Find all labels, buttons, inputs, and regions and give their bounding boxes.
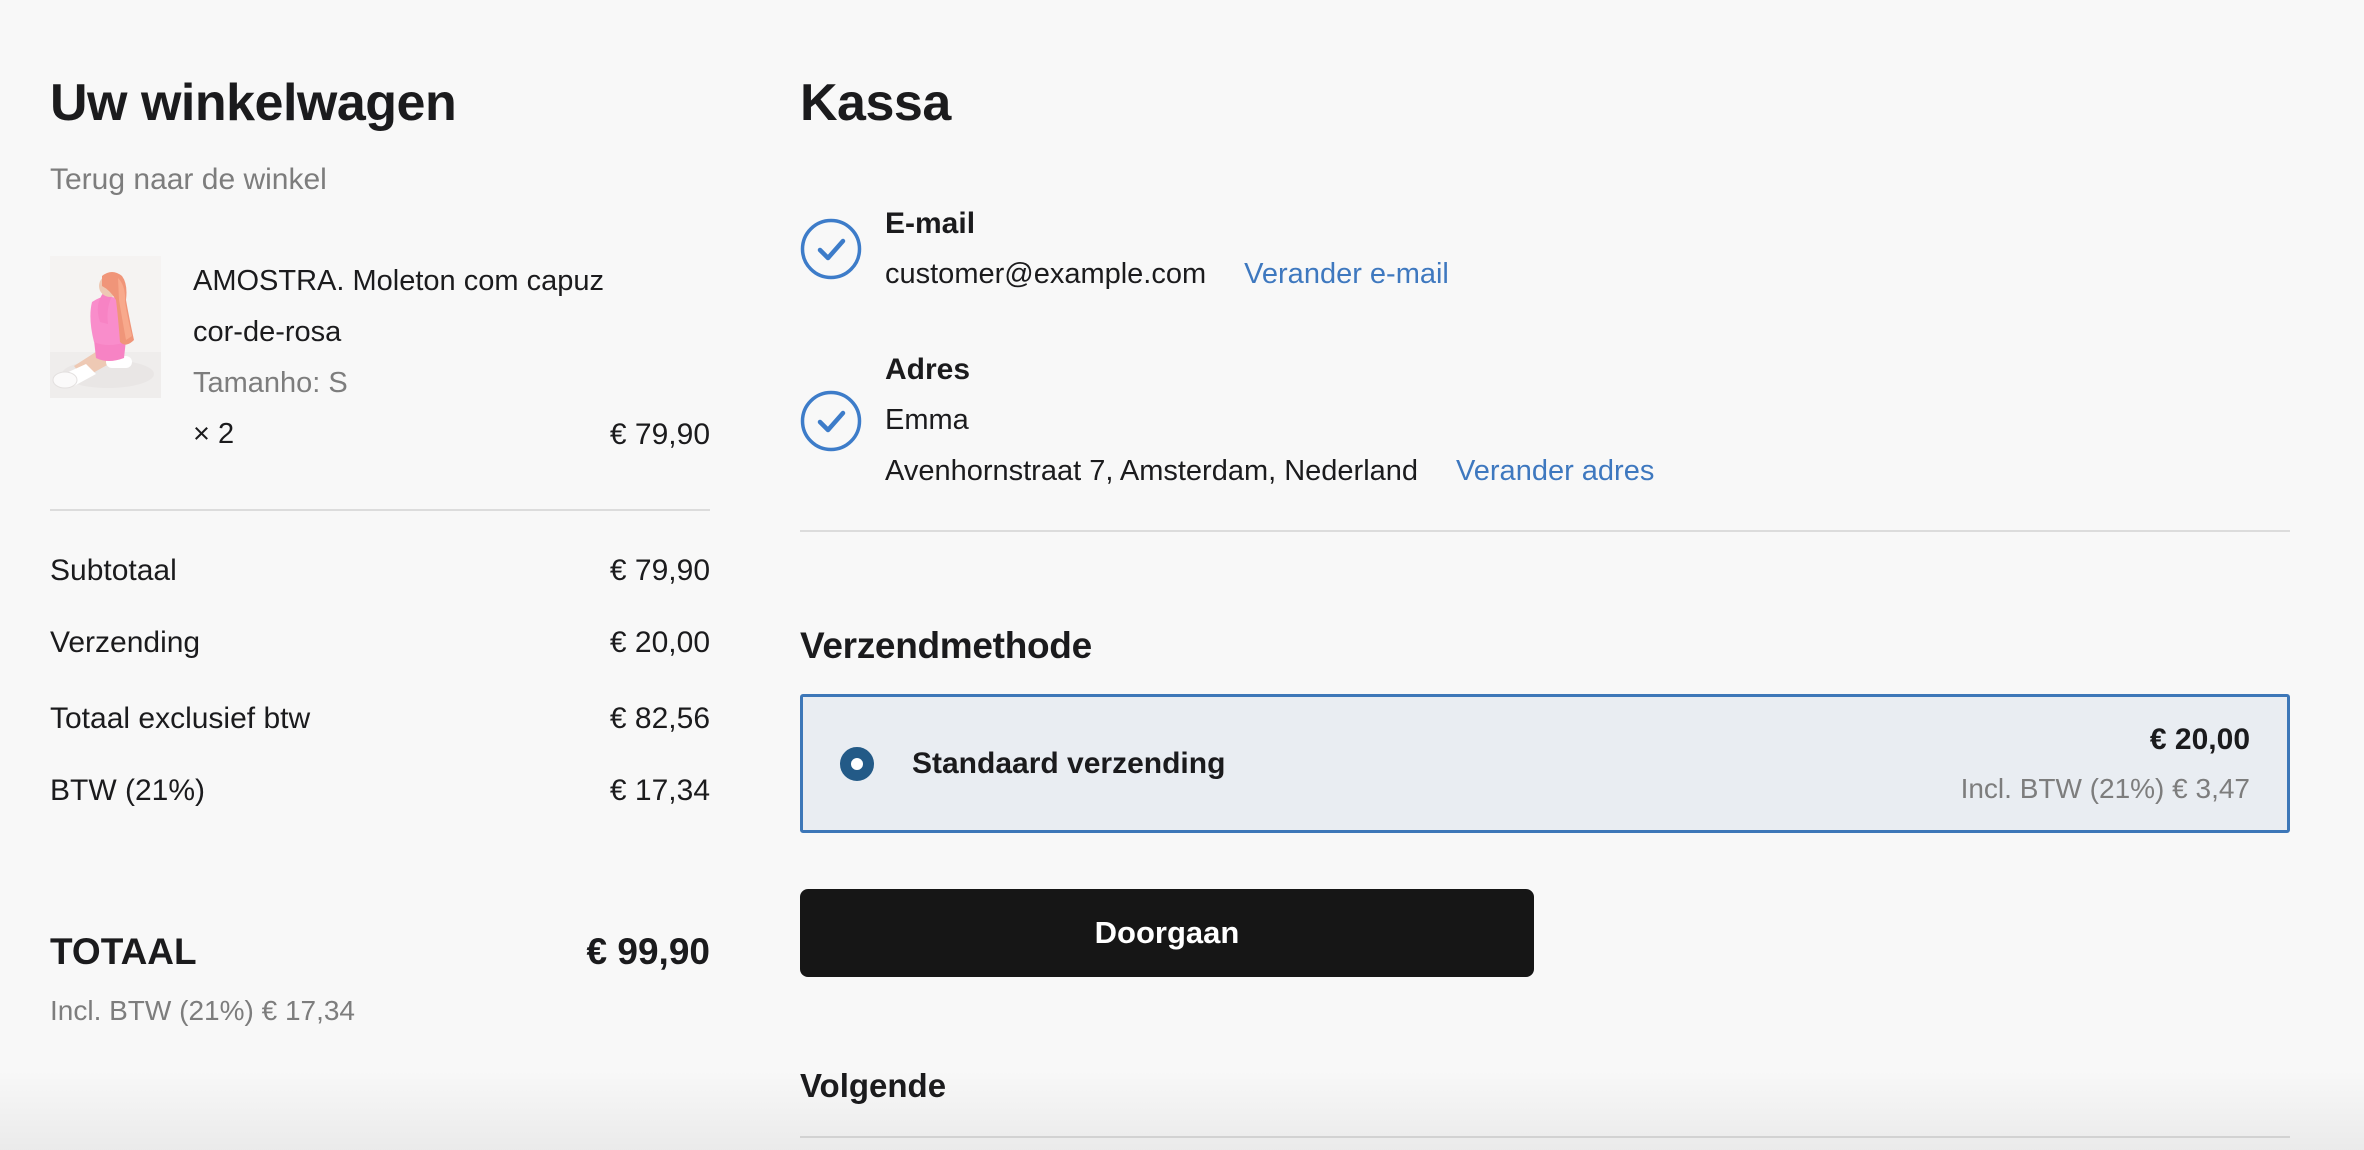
section-divider <box>800 530 2290 533</box>
shipping-option-tax-note: Incl. BTW (21%) € 3,47 <box>1960 773 2250 805</box>
item-size: Tamanho: S <box>193 367 348 400</box>
item-details: AMOSTRA. Moleton com capuz cor-de-rosa T… <box>193 256 710 460</box>
cart-panel: Uw winkelwagen Terug naar de winkel <box>50 0 710 1027</box>
checkout-step-address: Adres Emma Avenhornstraat 7, Amsterdam, … <box>800 344 2290 497</box>
next-section-heading: Volgende <box>800 1067 947 1105</box>
cart-summary: Subtotaal € 79,90 Verzending € 20,00 Tot… <box>50 553 710 809</box>
summary-value: € 20,00 <box>609 626 710 660</box>
item-price: € 79,90 <box>609 418 710 452</box>
shipping-option-price: € 20,00 <box>2149 723 2250 757</box>
address-line: Avenhornstraat 7, Amsterdam, Nederland Ve… <box>885 446 2290 497</box>
address-value: Avenhornstraat 7, Amsterdam, Nederland <box>885 455 1419 488</box>
checkout-panel: Kassa E-mail customer@example.com Verande… <box>800 0 2290 1146</box>
summary-value: € 17,34 <box>609 774 710 808</box>
email-label: E-mail <box>885 207 976 241</box>
back-to-shop-link[interactable]: Terug naar de winkel <box>50 163 327 197</box>
summary-value: € 82,56 <box>609 702 710 736</box>
radio-selected-icon[interactable] <box>840 746 874 781</box>
item-name: AMOSTRA. Moleton com capuz cor-de-rosa <box>193 265 604 349</box>
summary-label: BTW (21%) <box>50 774 206 808</box>
address-name: Emma <box>885 404 969 437</box>
change-email-link[interactable]: Verander e-mail <box>1244 258 1449 291</box>
summary-row-total-excl-vat: Totaal exclusief btw € 82,56 <box>50 701 710 737</box>
summary-label: Verzending <box>50 626 201 660</box>
summary-row-vat: BTW (21%) € 17,34 <box>50 773 710 809</box>
continue-button[interactable]: Doorgaan <box>800 889 1534 978</box>
checkout-title: Kassa <box>800 74 951 132</box>
cart-item: AMOSTRA. Moleton com capuz cor-de-rosa T… <box>50 256 710 460</box>
email-line: customer@example.com Verander e-mail <box>885 249 2290 300</box>
summary-row-shipping: Verzending € 20,00 <box>50 625 710 661</box>
total-vat-note: Incl. BTW (21%) € 17,34 <box>50 994 356 1026</box>
bottom-divider <box>800 1136 2290 1139</box>
check-circle-icon <box>800 390 862 452</box>
summary-label: Totaal exclusief btw <box>50 702 311 736</box>
item-quantity-row: × 2 € 79,90 <box>193 409 710 460</box>
check-circle-icon <box>800 218 862 280</box>
total-value: € 99,90 <box>586 931 710 973</box>
shipping-option-standard[interactable]: Standaard verzending € 20,00 Incl. BTW (… <box>800 694 2290 834</box>
item-quantity: × 2 <box>193 418 235 451</box>
change-address-link[interactable]: Verander adres <box>1456 455 1655 488</box>
address-label: Adres <box>885 353 971 387</box>
product-photo-girl-pink-hoodie <box>50 256 161 399</box>
cart-divider <box>50 509 710 512</box>
summary-label: Subtotaal <box>50 554 177 588</box>
total-row: TOTAAL € 99,90 <box>50 930 710 974</box>
product-image <box>50 256 161 399</box>
total-label: TOTAAL <box>50 931 197 973</box>
shipping-option-pricing: € 20,00 Incl. BTW (21%) € 3,47 <box>1961 722 2250 806</box>
checkout-step-email: E-mail customer@example.com Verander e-ma… <box>800 198 2290 300</box>
summary-row-subtotal: Subtotaal € 79,90 <box>50 553 710 589</box>
email-value: customer@example.com <box>885 258 1207 291</box>
shipping-method-heading: Verzendmethode <box>800 625 1092 667</box>
shipping-option-name: Standaard verzending <box>912 746 1226 780</box>
summary-value: € 79,90 <box>609 554 710 588</box>
cart-title: Uw winkelwagen <box>50 74 457 132</box>
